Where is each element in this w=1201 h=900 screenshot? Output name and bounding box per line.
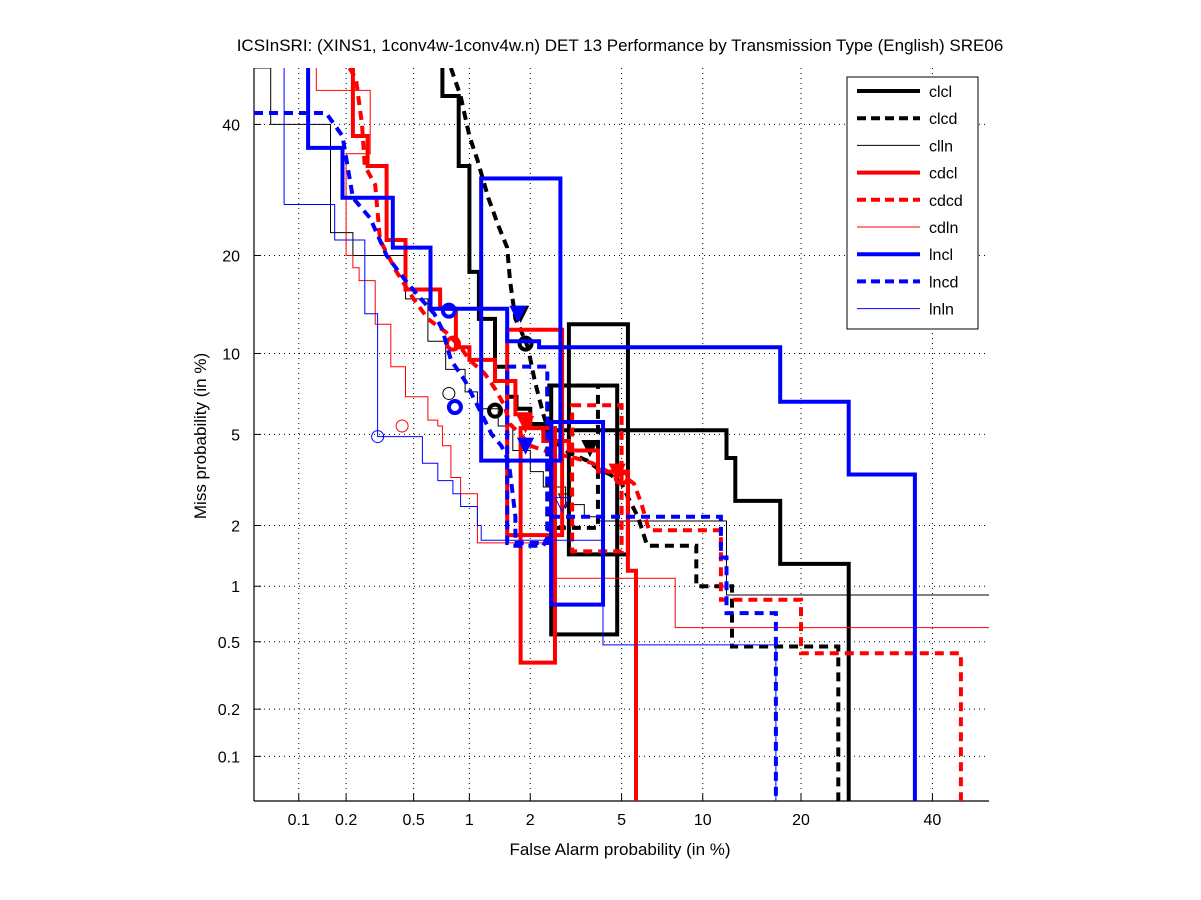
det-curve-lnln (283, 68, 777, 801)
y-axis-label: Miss probability (in %) (191, 353, 210, 519)
series-lncd (254, 111, 778, 801)
legend-label: cdcl (929, 166, 957, 183)
grid (254, 68, 989, 801)
actual-dcf-marker-clcd (517, 335, 534, 352)
det-curve-cdcl (350, 68, 638, 801)
x-tick-label: 1 (465, 812, 474, 829)
series-cdcd (347, 68, 963, 801)
series-lnln (283, 68, 777, 801)
det-curve-cdln (315, 68, 989, 629)
min-dcf-marker-lncl (509, 305, 527, 323)
legend-label: cdln (929, 220, 958, 237)
legend-item-cdcl: cdcl (857, 166, 957, 183)
legend-item-lncd: lncd (857, 274, 958, 291)
min-dcf-marker-cdcl (516, 416, 535, 434)
confidence-box-lncl (479, 176, 563, 463)
actual-dcf-marker-lnln (371, 430, 385, 444)
series-lncl (306, 68, 917, 801)
legend-item-lnln: lnln (857, 302, 954, 319)
legend-label: lnln (929, 302, 954, 319)
chart-title: ICSInSRI: (XINS1, 1conv4w-1conv4w.n) DET… (237, 36, 1004, 55)
axes (253, 68, 989, 802)
legend-label: clln (929, 138, 953, 155)
y-tick-label: 5 (231, 427, 240, 444)
legend-item-clcl: clcl (857, 84, 952, 101)
x-tick-label: 0.2 (335, 812, 357, 829)
legend-label: clcl (929, 84, 952, 101)
legend: clcl clcd clln cdcl cdcd cdln lncl lncd lnln (846, 76, 979, 330)
legend-label: clcd (929, 111, 957, 128)
confidence-box-lncd (505, 364, 550, 545)
legend-item-cdcd: cdcd (857, 193, 963, 210)
det-curve-lncl (306, 68, 917, 801)
series-cdln (315, 68, 989, 629)
legend-label: lncl (929, 247, 953, 264)
y-tick-label: 2 (231, 518, 240, 535)
actual-dcf-marker-cdln (395, 419, 409, 433)
legend-item-clcd: clcd (857, 111, 957, 128)
x-tick-label: 0.1 (288, 812, 310, 829)
legend-label: lncd (929, 274, 958, 291)
series-group (254, 68, 989, 801)
legend-item-cdln: cdln (857, 220, 958, 237)
min-dcf-marker-lncd (516, 437, 535, 455)
x-tick-labels: 0.1 0.2 0.5 1 2 5 10 20 40 (288, 812, 942, 829)
min-dcf-marker-cdcd (608, 463, 626, 481)
y-tick-label: 0.5 (218, 635, 240, 652)
y-tick-label: 0.1 (218, 749, 240, 766)
actual-dcf-marker-clln (442, 386, 456, 400)
legend-box (846, 76, 979, 330)
y-tick-label: 40 (222, 117, 240, 134)
y-tick-label: 1 (231, 579, 240, 596)
y-tick-label: 20 (222, 248, 240, 265)
legend-item-clln: clln (857, 138, 953, 155)
det-curve-lncd (254, 111, 778, 801)
x-axis-label: False Alarm probability (in %) (509, 840, 730, 859)
min-dcf-marker-clcl (581, 440, 599, 458)
confidence-box-lncl (549, 420, 606, 607)
x-tick-label: 40 (924, 812, 942, 829)
actual-dcf-marker-clcl (487, 402, 504, 419)
x-tick-label: 5 (617, 812, 626, 829)
min-dcf-marker-lnln (554, 497, 570, 513)
y-tick-label: 0.2 (218, 702, 240, 719)
confidence-box-cdcd (570, 403, 624, 554)
det-curve-cdcd (347, 68, 963, 801)
x-tick-label: 2 (526, 812, 535, 829)
x-tick-label: 0.5 (403, 812, 425, 829)
legend-item-lncl: lncl (857, 247, 953, 264)
actual-dcf-marker-lncd (446, 399, 463, 416)
y-tick-label: 10 (222, 346, 240, 363)
actual-dcf-marker-lncl (440, 302, 457, 319)
x-tick-label: 20 (792, 812, 810, 829)
legend-label: cdcd (929, 193, 963, 210)
det-curve-clcd (449, 68, 841, 801)
x-tick-label: 10 (694, 812, 712, 829)
y-tick-labels: 0.1 0.2 0.5 1 2 5 10 20 40 (218, 117, 240, 766)
